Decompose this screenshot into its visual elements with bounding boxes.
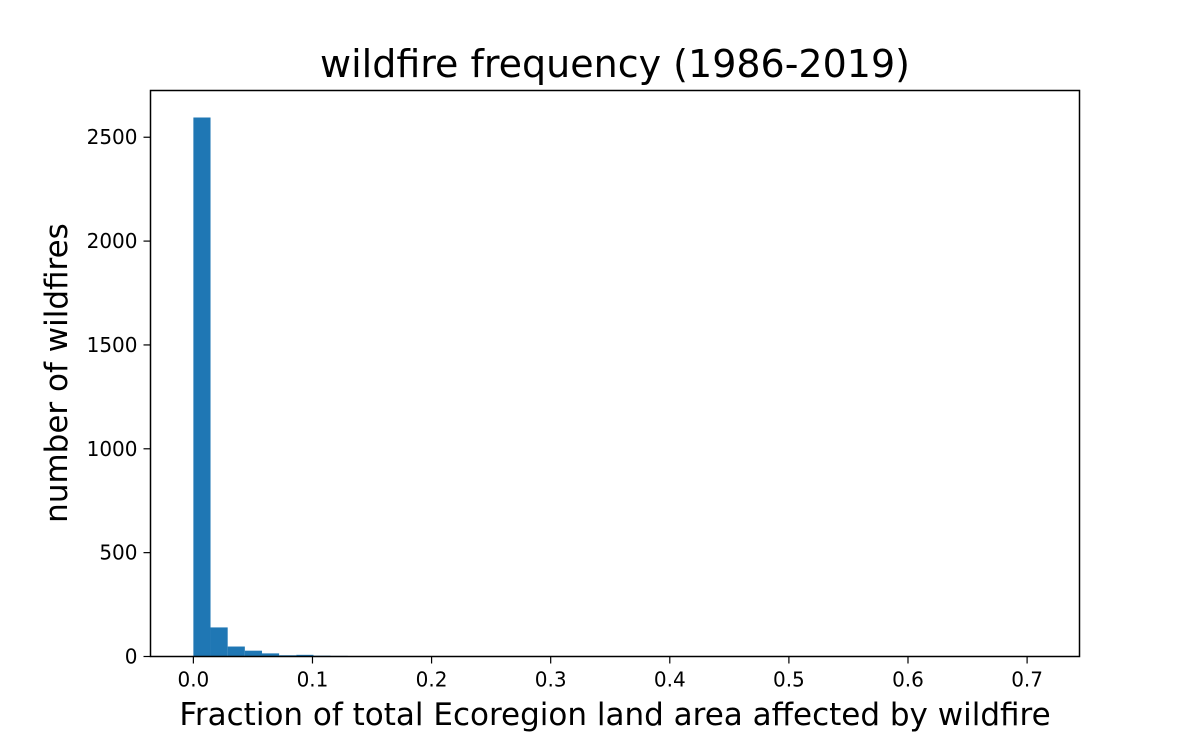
x-tick-label: 0.0 xyxy=(177,668,209,692)
x-tick-label: 0.5 xyxy=(773,668,805,692)
x-tick-label: 0.1 xyxy=(297,668,329,692)
chart-title: wildfire frequency (1986-2019) xyxy=(320,42,910,86)
y-axis-label: number of wildfires xyxy=(39,223,75,523)
y-tick-label: 1500 xyxy=(87,333,138,357)
x-tick-label: 0.7 xyxy=(1011,668,1043,692)
histogram-bar xyxy=(227,646,245,657)
y-tick-label: 2500 xyxy=(87,125,138,149)
histogram-bar xyxy=(210,627,228,657)
x-axis-ticks: 0.0 0.1 0.2 0.3 0.4 0.5 0.6 0.7 xyxy=(177,656,1043,692)
x-tick-label: 0.2 xyxy=(416,668,448,692)
bars-group xyxy=(193,117,417,657)
y-tick-label: 2000 xyxy=(87,229,138,253)
x-tick-label: 0.3 xyxy=(535,668,567,692)
y-tick-label: 1000 xyxy=(87,437,138,461)
histogram-bar xyxy=(261,653,280,657)
x-tick-label: 0.4 xyxy=(654,668,686,692)
histogram-bar xyxy=(244,650,262,657)
y-tick-label: 0 xyxy=(125,645,138,669)
histogram-bar xyxy=(193,117,211,657)
x-axis-label: Fraction of total Ecoregion land area af… xyxy=(179,697,1050,733)
y-axis-ticks: 0 500 1000 1500 2000 2500 xyxy=(87,125,151,669)
plot-frame xyxy=(149,89,1081,658)
y-tick-label: 500 xyxy=(99,541,137,565)
x-tick-label: 0.6 xyxy=(892,668,924,692)
histogram-bar xyxy=(296,654,314,657)
